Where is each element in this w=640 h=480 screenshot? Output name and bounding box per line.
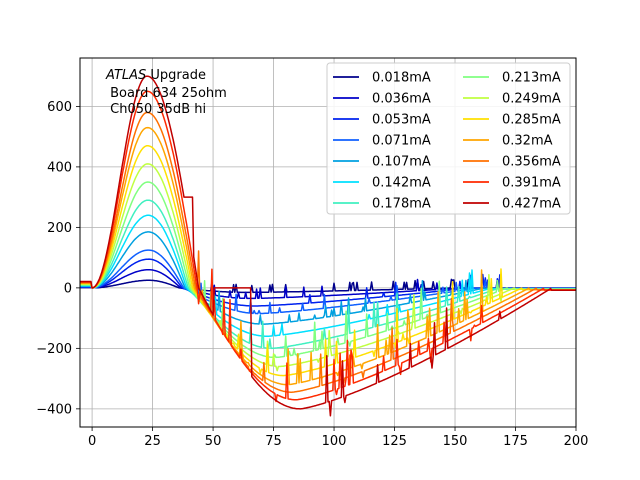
y-tick-label: 200 [47, 221, 72, 236]
legend-label: 0.249mA [502, 92, 561, 107]
x-tick-label: 175 [503, 434, 528, 449]
y-tick-label: −200 [36, 342, 72, 357]
legend-label: 0.071mA [372, 134, 431, 149]
y-axis: −400 −200 0 200 400 600 [36, 100, 80, 417]
annotation: ATLAS Upgrade Board 634 25ohm Ch050 35dB… [105, 68, 227, 117]
series-line-0.142mA [80, 214, 576, 338]
x-tick-label: 25 [144, 434, 161, 449]
x-axis: 0 25 50 75 100 125 150 175 200 [88, 427, 588, 449]
x-tick-label: 125 [382, 434, 407, 449]
x-tick-label: 200 [564, 434, 589, 449]
y-tick-label: 400 [47, 160, 72, 175]
legend-label: 0.178mA [372, 197, 431, 212]
legend-label: 0.356mA [502, 155, 561, 170]
y-tick-label: 600 [47, 100, 72, 115]
x-tick-label: 75 [265, 434, 282, 449]
legend-label: 0.053mA [372, 113, 431, 128]
y-tick-label: 0 [64, 281, 72, 296]
series-layer [80, 75, 576, 417]
legend: 0.018mA 0.036mA 0.053mA 0.071mA 0.107mA 0.142… [326, 62, 571, 215]
series-line-0.178mA [80, 199, 576, 350]
series-line-0.285mA [80, 144, 576, 377]
series-line-0.249mA [80, 163, 576, 372]
series-line-0.427mA [80, 75, 576, 417]
annotation-line-3: Ch050 35dB hi [106, 102, 206, 117]
x-tick-label: 50 [205, 434, 222, 449]
plot-frame [79, 57, 577, 428]
legend-label: 0.391mA [502, 176, 561, 191]
x-tick-label: 150 [443, 434, 468, 449]
legend-label: 0.142mA [372, 176, 431, 191]
x-tick-label: 100 [322, 434, 347, 449]
legend-frame [326, 62, 571, 215]
legend-label: 0.036mA [372, 92, 431, 107]
legend-label: 0.107mA [372, 155, 431, 170]
legend-label: 0.213mA [502, 71, 561, 86]
legend-label: 0.427mA [502, 197, 561, 212]
annotation-line-2: Board 634 25ohm [106, 86, 227, 101]
legend-label: 0.32mA [502, 134, 553, 149]
annotation-line-1: ATLAS Upgrade [105, 68, 206, 83]
legend-label: 0.285mA [502, 113, 561, 128]
legend-label: 0.018mA [372, 71, 431, 86]
x-tick-label: 0 [88, 434, 96, 449]
y-tick-label: −400 [36, 402, 72, 417]
